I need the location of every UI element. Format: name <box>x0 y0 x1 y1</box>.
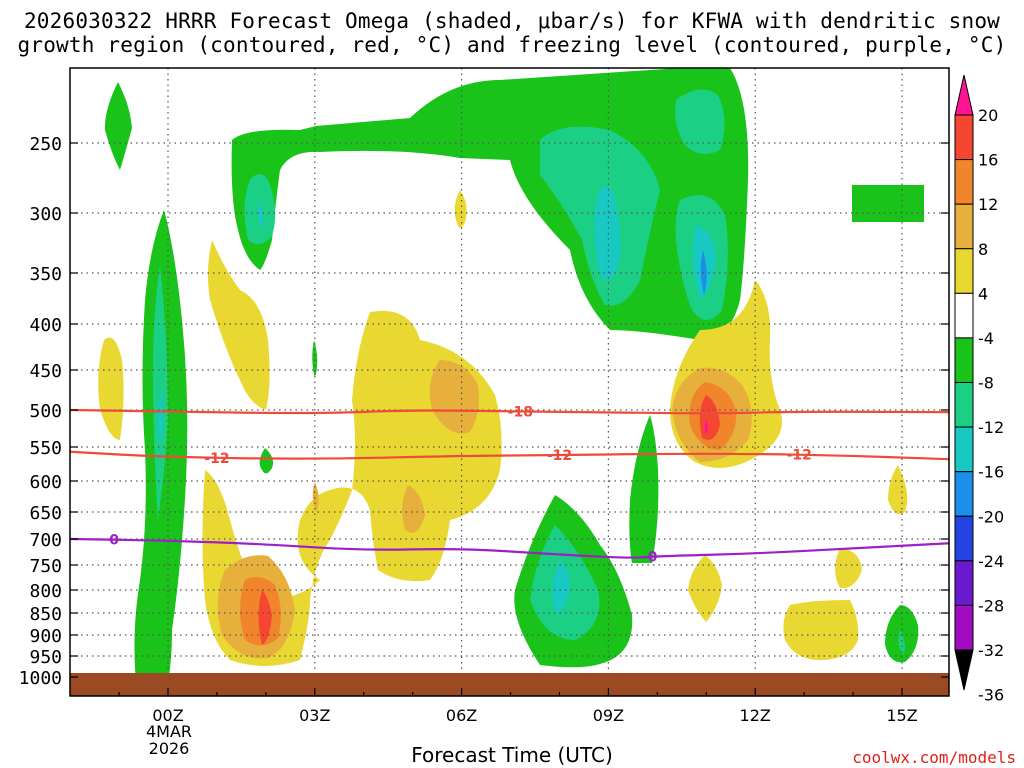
omega-descent-area <box>429 360 479 434</box>
colorbar-label: -28 <box>978 596 1004 615</box>
x-tick-label: 12Z <box>740 706 771 725</box>
y-tick-label: 350 <box>29 264 62 285</box>
chart-title-line-1: 2026030322 HRRR Forecast Omega (shaded, … <box>23 9 1001 33</box>
y-tick-label: 850 <box>29 604 62 625</box>
colorbar-min-triangle <box>954 649 974 691</box>
omega-descent-area <box>454 190 467 229</box>
omega-descent-area <box>688 555 722 622</box>
y-axis: 2503003504004505005506006507007508008509… <box>19 134 949 689</box>
omega-descent-area <box>98 337 124 440</box>
omega-descent-area <box>202 310 502 666</box>
date-label-day: 4MAR <box>145 722 193 741</box>
omega-ascent-area <box>898 630 905 655</box>
colorbar-swatch <box>954 604 974 651</box>
contour-line--12 <box>70 450 949 461</box>
omega-ascent-area <box>552 560 570 615</box>
omega-descent-area <box>888 465 908 515</box>
x-tick-label: 15Z <box>886 706 917 725</box>
omega-ascent-area <box>104 82 132 170</box>
omega-ascent-area <box>257 200 264 228</box>
y-tick-label: 700 <box>29 530 62 551</box>
omega-descent-area <box>783 600 859 660</box>
omega-ascent-area <box>852 185 924 222</box>
chart-title-line-2: growth region (contoured, red, °C) and f… <box>17 33 1007 57</box>
y-tick-label: 250 <box>29 134 62 155</box>
omega-descent-area <box>258 590 272 645</box>
date-label-year: 2026 <box>148 739 190 758</box>
omega-shading <box>98 68 924 696</box>
y-tick-label: 300 <box>29 204 62 225</box>
y-tick-label: 900 <box>29 626 62 647</box>
colorbar-swatch <box>954 560 974 606</box>
contour-label: 0 <box>109 533 119 549</box>
colorbar-swatch <box>954 426 974 473</box>
colorbar-label: -36 <box>978 686 1004 705</box>
colorbar-label: -8 <box>978 374 994 393</box>
temperature-contours: -18 -12 -12 -12 0 0 <box>70 405 949 566</box>
omega-ascent-area <box>629 415 659 563</box>
y-tick-label: 500 <box>29 401 62 422</box>
colorbar-label: -32 <box>978 641 1004 660</box>
contour-label: -12 <box>547 448 572 464</box>
x-tick-label: 06Z <box>446 706 477 725</box>
colorbar-swatch <box>954 292 974 339</box>
colorbar-label: 4 <box>978 284 988 303</box>
colorbar-swatch <box>954 159 974 205</box>
contour-label: -12 <box>787 448 812 464</box>
colorbar-swatch <box>954 203 974 250</box>
y-tick-label: 650 <box>29 503 62 524</box>
contour-line-0 <box>70 537 949 559</box>
x-axis-title: Forecast Time (UTC) <box>411 743 613 767</box>
contour-label: 0 <box>648 550 658 566</box>
omega-ascent-area <box>157 390 164 445</box>
y-tick-label: 450 <box>29 361 62 382</box>
omega-descent-area <box>835 548 862 589</box>
y-tick-label: 750 <box>29 556 62 577</box>
omega-ascent-area <box>259 448 274 474</box>
gridlines <box>70 68 949 696</box>
contour-label: -18 <box>508 405 533 421</box>
colorbar-swatch <box>954 471 974 517</box>
colorbar-label: -12 <box>978 418 1004 437</box>
colorbar-label: 20 <box>978 106 998 125</box>
colorbar-swatch <box>954 248 974 294</box>
y-tick-label: 550 <box>29 438 62 459</box>
omega-ascent-area <box>312 340 318 378</box>
colorbar-label: -4 <box>978 329 994 348</box>
y-tick-label: 950 <box>29 647 62 668</box>
colorbar-swatch <box>954 337 974 383</box>
colorbar: 20 16 12 8 4 -4 -8 -12 -16 -20 -24 -28 -32 -36 <box>954 74 1004 705</box>
y-tick-label: 800 <box>29 581 62 602</box>
omega-descent-area <box>704 420 708 434</box>
colorbar-label: 12 <box>978 195 998 214</box>
y-tick-label: 400 <box>29 315 62 336</box>
colorbar-swatch <box>954 382 974 428</box>
colorbar-swatch <box>954 515 974 562</box>
colorbar-swatch <box>954 114 974 161</box>
omega-descent-area <box>207 240 270 410</box>
omega-ascent-area <box>675 89 725 154</box>
colorbar-max-triangle <box>954 74 974 116</box>
omega-descent-area <box>312 482 319 512</box>
omega-descent-area <box>402 485 425 533</box>
colorbar-label: -20 <box>978 507 1004 526</box>
ground-surface <box>70 673 949 696</box>
plot-frame <box>69 67 950 697</box>
contour-line--18 <box>70 408 949 415</box>
credit-link[interactable]: coolwx.com/models <box>852 748 1016 767</box>
colorbar-label: 16 <box>978 151 998 170</box>
x-tick-label: 09Z <box>593 706 624 725</box>
x-tick-label: 03Z <box>299 706 330 725</box>
contour-label: -12 <box>204 451 229 467</box>
y-tick-label: 1000 <box>19 668 62 689</box>
omega-ascent-area <box>594 186 621 280</box>
colorbar-label: -16 <box>978 463 1004 482</box>
colorbar-label: 8 <box>978 240 988 259</box>
colorbar-label: -24 <box>978 552 1004 571</box>
y-tick-label: 600 <box>29 472 62 493</box>
x-tick-label: 00Z <box>152 706 183 725</box>
x-axis: 00Z 03Z 06Z 09Z 12Z 15Z <box>69 688 918 725</box>
